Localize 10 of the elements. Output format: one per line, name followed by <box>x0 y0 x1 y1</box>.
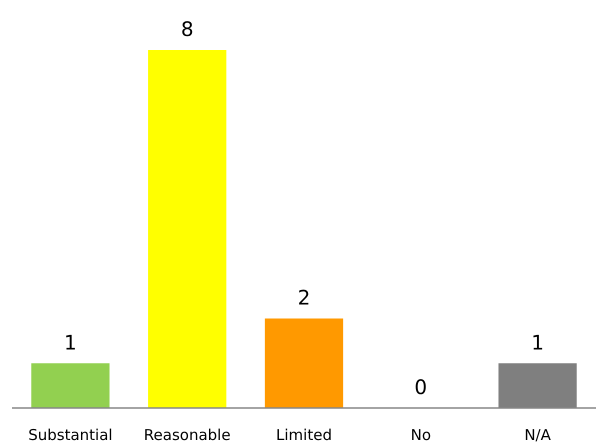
x-tick-label: N/A <box>524 426 552 444</box>
x-tick-label: Limited <box>276 426 332 444</box>
data-label: 2 <box>298 286 310 310</box>
x-tick-label: Reasonable <box>144 426 231 444</box>
data-label: 1 <box>531 330 544 354</box>
x-tick-label: Substantial <box>28 426 113 444</box>
data-label: 1 <box>64 330 77 354</box>
data-label: 0 <box>414 375 428 399</box>
data-label: 8 <box>180 17 194 41</box>
x-tick-label: No <box>410 426 432 444</box>
